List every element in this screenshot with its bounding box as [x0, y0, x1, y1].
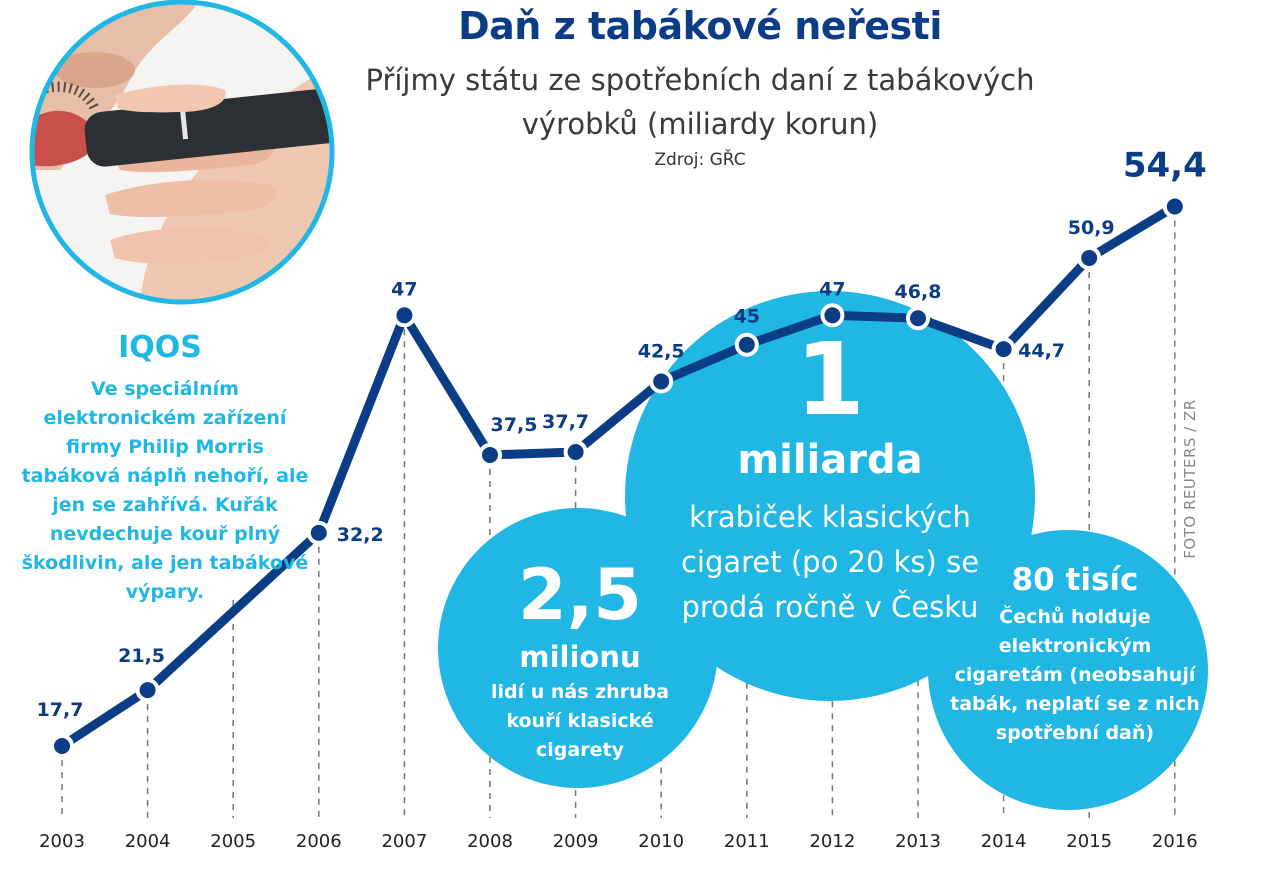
data-point-2010 [649, 369, 674, 394]
x-tick-2003: 2003 [39, 831, 85, 852]
x-tick-2009: 2009 [553, 831, 599, 852]
ecig-number: 80 tisíc [1011, 562, 1139, 598]
data-point-2003 [50, 734, 74, 758]
packs-unit: miliarda [737, 437, 923, 483]
data-point-2012 [820, 303, 845, 328]
smokers-number: 2,5 [517, 554, 642, 636]
source-note: Zdroj: GŘC [654, 150, 746, 170]
packs-number: 1 [795, 321, 865, 438]
bubble-packs [625, 291, 1035, 701]
x-tick-2004: 2004 [125, 831, 171, 852]
chart-subtitle: Příjmy státu ze spotřebních daní z tabák… [365, 63, 1035, 141]
data-label-2004: 21,5 [118, 645, 165, 667]
data-label-2016: 54,4 [1123, 146, 1207, 186]
data-labels: 17,7 21,5 32,2 47 37,5 37,7 42,5 45 47 46,8 44,7 50… [37, 146, 1207, 721]
data-label-2015: 50,9 [1068, 217, 1115, 239]
ecig-text: Čechů holduje elektronickým cigaretám (n… [950, 606, 1200, 744]
x-tick-2006: 2006 [296, 831, 342, 852]
data-label-2012: 47 [819, 278, 845, 300]
data-point-2006 [306, 520, 331, 545]
bubble-smokers [438, 508, 718, 788]
data-point-2009 [563, 440, 588, 464]
data-label-2014: 44,7 [1018, 340, 1065, 362]
data-points [50, 194, 1187, 758]
iqos-description: Ve speciálním elektronickém zařízení fir… [21, 378, 309, 603]
x-tick-2008: 2008 [467, 831, 513, 852]
x-tick-2016: 2016 [1152, 831, 1198, 852]
chart-title: Daň z tabákové neřesti [458, 4, 942, 48]
x-tick-2010: 2010 [638, 831, 684, 852]
x-tick-2015: 2015 [1066, 831, 1112, 852]
data-label-2009: 37,7 [542, 411, 589, 433]
data-label-2007: 47 [391, 278, 417, 300]
x-tick-2007: 2007 [381, 831, 427, 852]
data-label-2011: 45 [734, 306, 760, 328]
x-tick-2014: 2014 [981, 831, 1027, 852]
data-label-2010: 42,5 [638, 340, 685, 362]
photo-credit: FOTO REUTERS / ZR [1181, 399, 1199, 559]
bubble-ecig [928, 530, 1208, 810]
smokers-unit: milionu [519, 640, 641, 674]
data-point-2015 [1077, 245, 1102, 270]
data-point-2004 [135, 678, 160, 703]
data-point-2007 [392, 303, 417, 328]
smokers-text: lidí u nás zhruba kouří klasické cigaret… [490, 681, 670, 761]
packs-text: krabiček klasických cigaret (po 20 ks) s… [680, 500, 980, 624]
data-point-2013 [906, 306, 930, 331]
data-point-2008 [478, 442, 502, 467]
data-point-2011 [734, 332, 759, 357]
x-tick-2012: 2012 [809, 831, 855, 852]
x-tick-labels: 2003 2004 2005 2006 2007 2008 2009 2010 2011 2012… [39, 831, 1198, 852]
x-tick-2013: 2013 [895, 831, 941, 852]
data-label-2013: 46,8 [895, 281, 942, 303]
iqos-title: IQOS [118, 330, 202, 365]
data-point-2016 [1162, 194, 1187, 219]
x-tick-2005: 2005 [210, 831, 256, 852]
data-label-2008: 37,5 [491, 414, 538, 436]
data-label-2003: 17,7 [37, 699, 84, 721]
x-tick-2011: 2011 [724, 831, 770, 852]
data-point-2014 [991, 337, 1016, 362]
data-label-2006: 32,2 [337, 524, 384, 546]
